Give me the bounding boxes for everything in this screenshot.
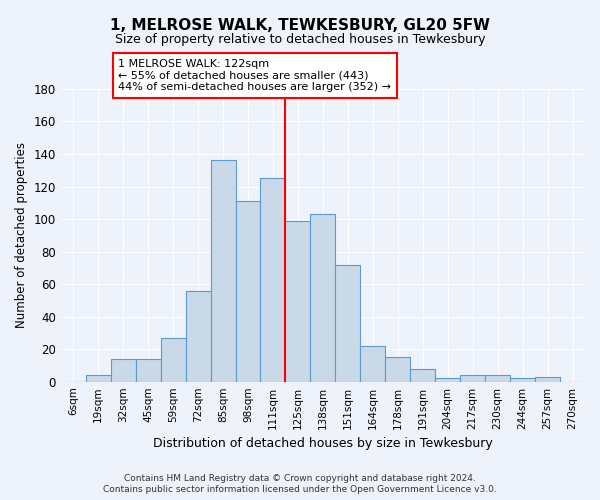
Bar bbox=[385, 358, 410, 382]
Bar bbox=[335, 264, 361, 382]
Bar bbox=[361, 346, 385, 382]
Bar bbox=[510, 378, 535, 382]
Bar bbox=[111, 359, 136, 382]
Bar bbox=[460, 375, 485, 382]
Text: Size of property relative to detached houses in Tewkesbury: Size of property relative to detached ho… bbox=[115, 32, 485, 46]
Bar bbox=[211, 160, 236, 382]
Bar bbox=[161, 338, 185, 382]
Bar bbox=[86, 375, 111, 382]
Bar bbox=[310, 214, 335, 382]
Bar bbox=[136, 359, 161, 382]
Text: Contains HM Land Registry data © Crown copyright and database right 2024.
Contai: Contains HM Land Registry data © Crown c… bbox=[103, 474, 497, 494]
Bar bbox=[485, 375, 510, 382]
X-axis label: Distribution of detached houses by size in Tewkesbury: Distribution of detached houses by size … bbox=[153, 437, 493, 450]
Bar bbox=[236, 201, 260, 382]
Bar bbox=[435, 378, 460, 382]
Text: 1 MELROSE WALK: 122sqm
← 55% of detached houses are smaller (443)
44% of semi-de: 1 MELROSE WALK: 122sqm ← 55% of detached… bbox=[118, 59, 391, 92]
Text: 1, MELROSE WALK, TEWKESBURY, GL20 5FW: 1, MELROSE WALK, TEWKESBURY, GL20 5FW bbox=[110, 18, 490, 32]
Bar bbox=[286, 220, 310, 382]
Bar bbox=[535, 377, 560, 382]
Y-axis label: Number of detached properties: Number of detached properties bbox=[15, 142, 28, 328]
Bar bbox=[260, 178, 286, 382]
Bar bbox=[185, 290, 211, 382]
Bar bbox=[410, 368, 435, 382]
